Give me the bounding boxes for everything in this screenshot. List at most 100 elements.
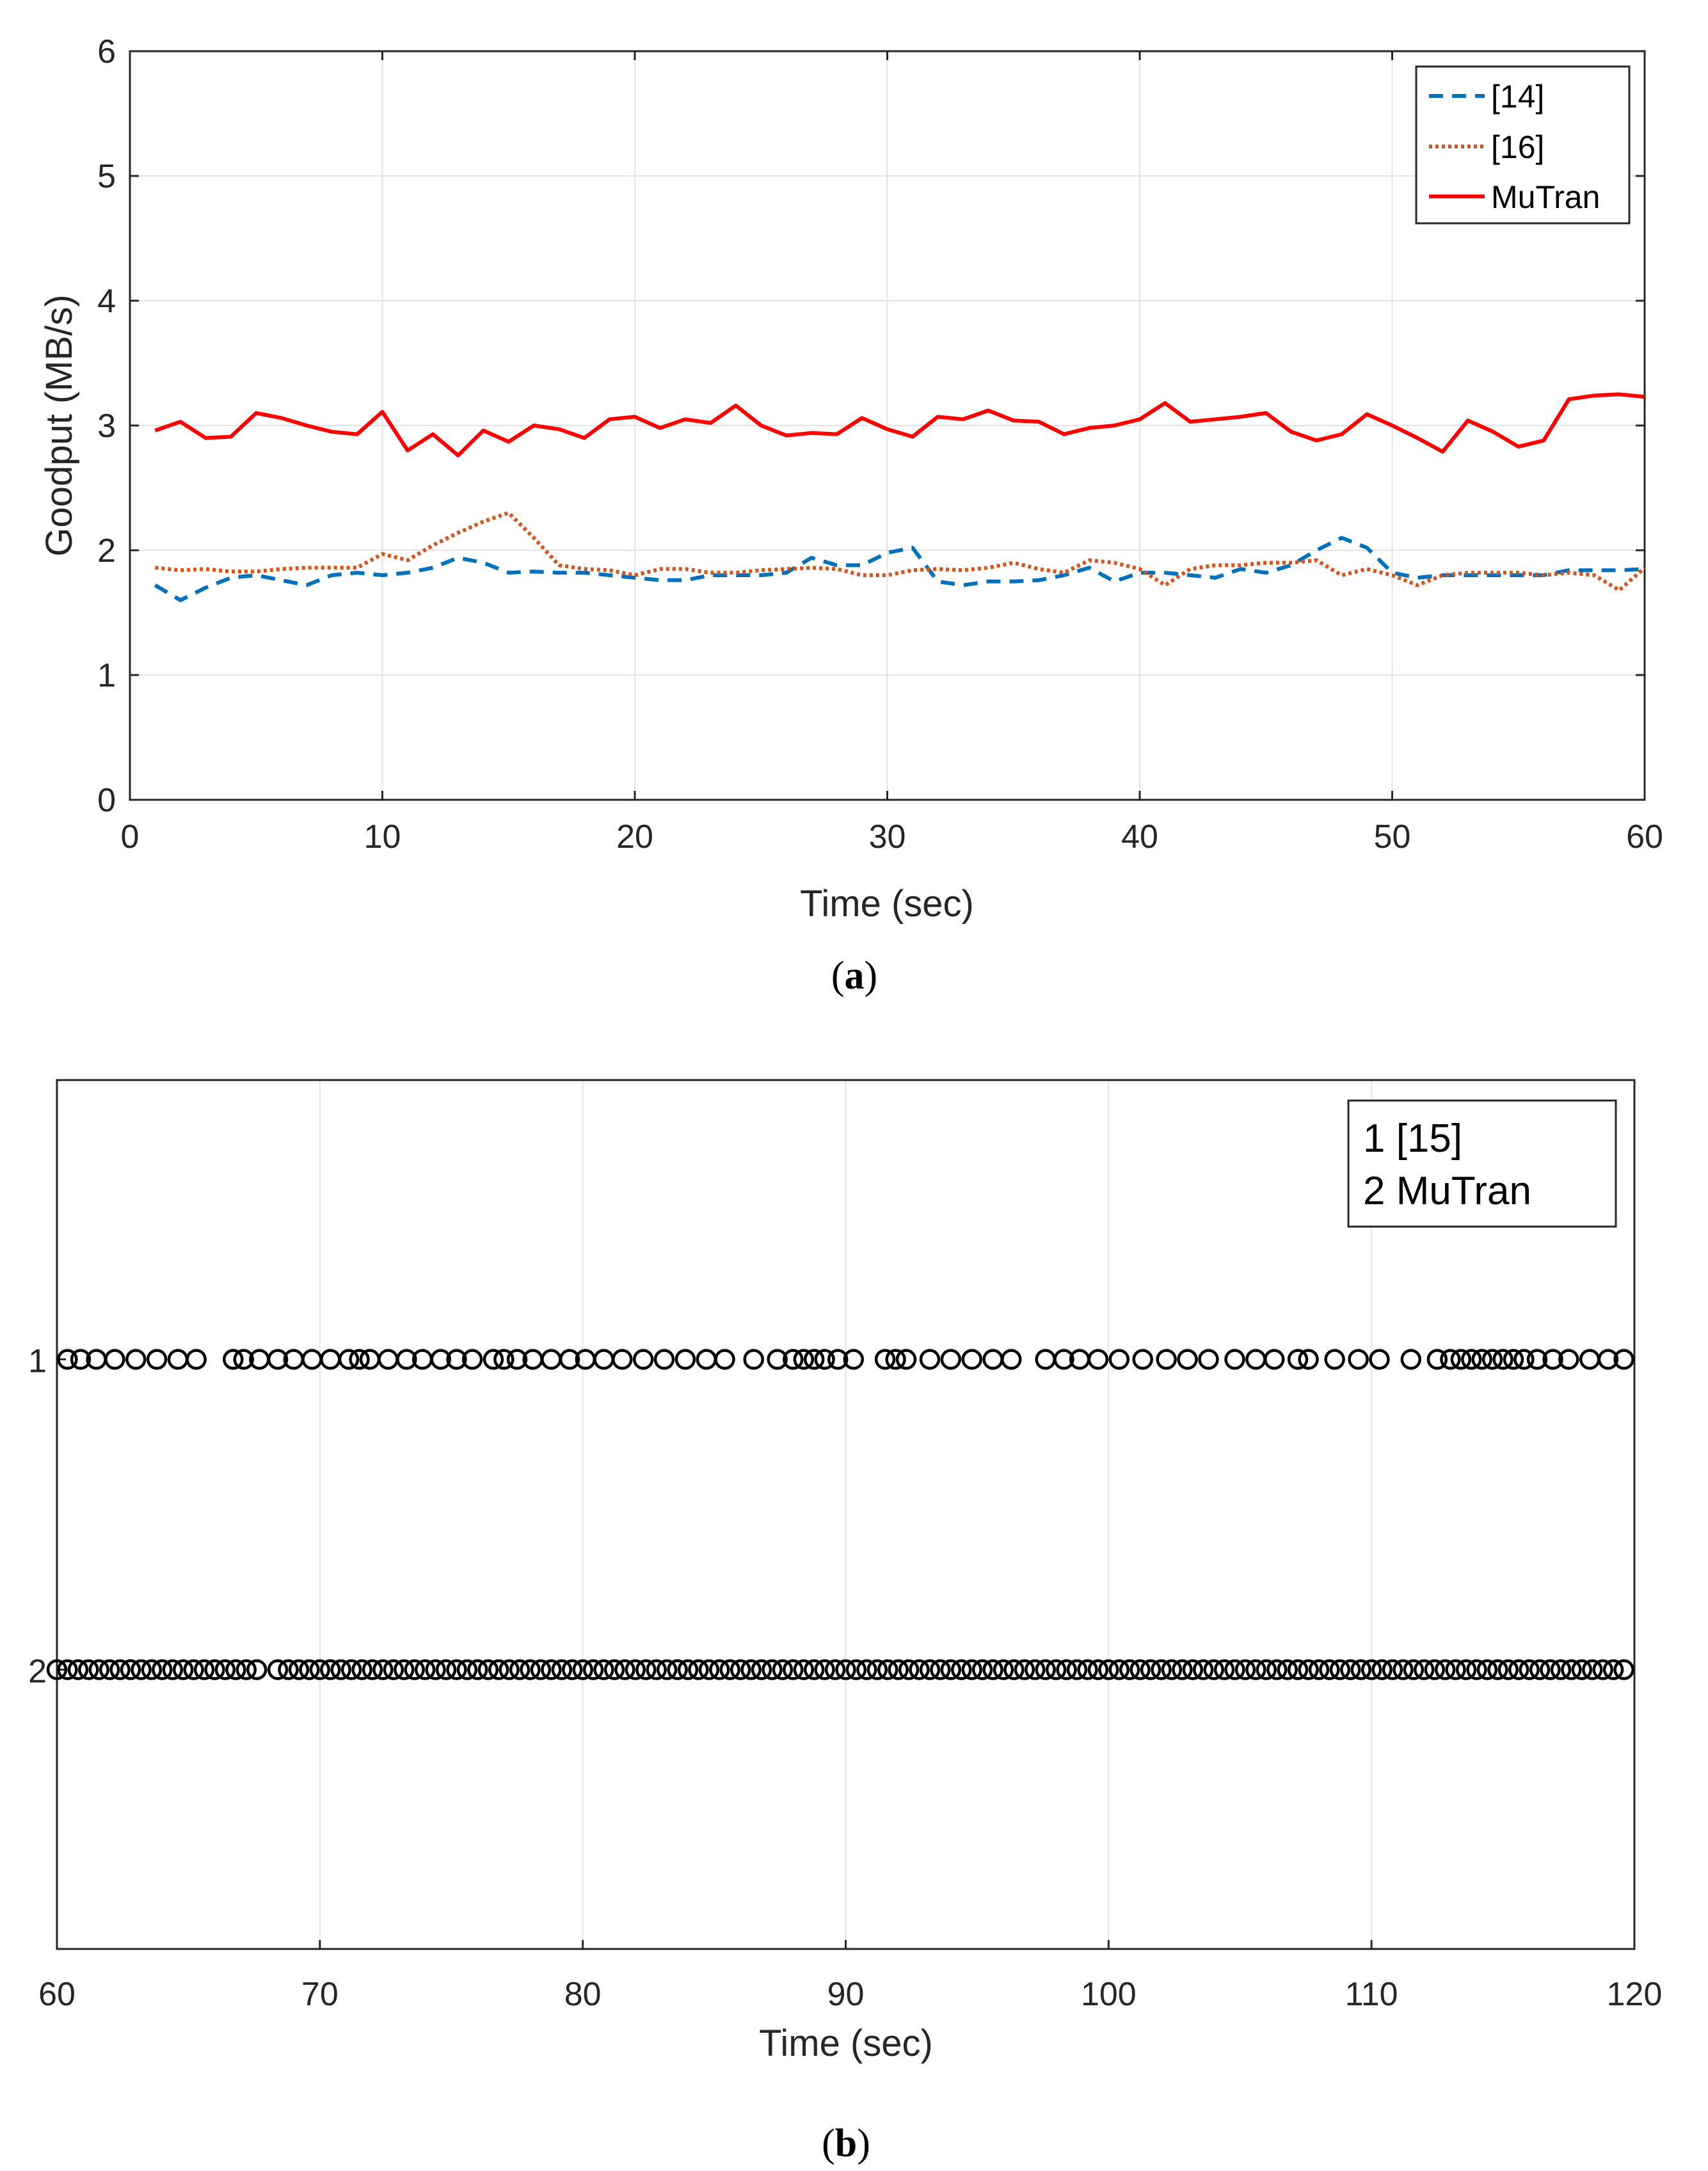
scatter-point-series-2 xyxy=(1361,1659,1382,1680)
scatter-point-series-2 xyxy=(740,1659,762,1680)
chart-b-series xyxy=(46,1349,1634,1680)
scatter-point-series-2 xyxy=(1571,1659,1593,1680)
scatter-point-series-2 xyxy=(351,1659,372,1680)
scatter-point-series-1 xyxy=(1461,1349,1482,1370)
x-tick-label: 30 xyxy=(869,818,906,855)
x-tick-label: 80 xyxy=(564,1976,602,2013)
scatter-point-series-1 xyxy=(446,1349,467,1370)
scatter-point-series-1 xyxy=(559,1349,580,1370)
scatter-point-series-1 xyxy=(1597,1349,1619,1370)
scatter-point-series-2 xyxy=(877,1659,898,1680)
scatter-point-series-2 xyxy=(698,1659,720,1680)
scatter-point-series-2 xyxy=(656,1659,678,1680)
x-tick-label: 0 xyxy=(121,818,140,855)
scatter-point-series-1 xyxy=(674,1349,696,1370)
scatter-point-series-1 xyxy=(70,1349,92,1370)
scatter-point-series-2 xyxy=(803,1659,825,1680)
scatter-point-series-2 xyxy=(909,1659,930,1680)
scatter-point-series-2 xyxy=(162,1659,184,1680)
chart-a-ylabel: Goodput (MB/s) xyxy=(38,294,80,556)
scatter-point-series-1 xyxy=(493,1349,515,1370)
scatter-point-series-2 xyxy=(593,1659,614,1680)
scatter-point-series-1 xyxy=(349,1349,370,1370)
scatter-point-series-1 xyxy=(783,1349,804,1370)
scatter-point-series-2 xyxy=(719,1659,740,1680)
scatter-point-series-2 xyxy=(888,1659,909,1680)
scatter-point-series-1 xyxy=(483,1349,504,1370)
scatter-point-series-2 xyxy=(372,1659,394,1680)
scatter-point-series-2 xyxy=(856,1659,877,1680)
scatter-point-series-2 xyxy=(278,1659,299,1680)
scatter-point-series-2 xyxy=(971,1659,993,1680)
scatter-point-series-2 xyxy=(1140,1659,1161,1680)
x-tick-label: 60 xyxy=(38,1976,76,2013)
scatter-point-series-2 xyxy=(814,1659,835,1680)
scatter-point-series-2 xyxy=(204,1659,225,1680)
scatter-point-series-1 xyxy=(803,1349,825,1370)
scatter-point-series-1 xyxy=(1526,1349,1548,1370)
scatter-point-series-2 xyxy=(340,1659,362,1680)
scatter-point-series-2 xyxy=(582,1659,604,1680)
legend-label-14: [14] xyxy=(1491,79,1544,115)
scatter-point-series-1 xyxy=(267,1349,289,1370)
scatter-point-series-2 xyxy=(614,1659,635,1680)
scatter-point-series-2 xyxy=(1245,1659,1266,1680)
scatter-point-series-1 xyxy=(1503,1349,1524,1370)
y-tick-label: 1 xyxy=(28,1343,47,1380)
chart-b-caption: (b) xyxy=(822,2122,870,2165)
scatter-point-series-2 xyxy=(1529,1659,1551,1680)
x-tick-label: 50 xyxy=(1374,818,1411,855)
chart-a-series xyxy=(154,392,1646,602)
y-tick-label: 3 xyxy=(97,408,116,445)
scatter-point-series-2 xyxy=(1561,1659,1582,1680)
chart-a-x-ticks: 0 10 20 30 40 50 60 xyxy=(121,51,1663,855)
scatter-point-series-2 xyxy=(1519,1659,1540,1680)
scatter-point-series-2 xyxy=(152,1659,173,1680)
legend-label-mutran: MuTran xyxy=(1491,179,1600,215)
scatter-point-series-2 xyxy=(730,1659,751,1680)
scatter-point-series-2 xyxy=(1182,1659,1204,1680)
chart-b-xlabel: Time (sec) xyxy=(759,2023,933,2064)
scatter-point-series-1 xyxy=(1613,1349,1634,1370)
scatter-point-series-1 xyxy=(1324,1349,1345,1370)
scatter-point-series-2 xyxy=(1476,1659,1498,1680)
scatter-point-series-2 xyxy=(246,1659,267,1680)
scatter-point-series-1 xyxy=(1287,1349,1309,1370)
scatter-point-series-2 xyxy=(214,1659,236,1680)
scatter-point-series-2 xyxy=(456,1659,478,1680)
scatter-point-series-2 xyxy=(1161,1659,1183,1680)
scatter-point-series-2 xyxy=(1497,1659,1519,1680)
scatter-point-series-1 xyxy=(940,1349,962,1370)
x-tick-label: 90 xyxy=(827,1976,865,2013)
chart-a: 0 10 20 30 40 50 60 0 1 2 3 4 5 6 Time (sec) Goodput… xyxy=(38,33,1663,998)
scatter-point-series-1 xyxy=(104,1349,125,1370)
scatter-point-series-2 xyxy=(193,1659,215,1680)
scatter-point-series-2 xyxy=(625,1659,646,1680)
scatter-point-series-2 xyxy=(961,1659,982,1680)
y-tick-label: 0 xyxy=(97,782,116,819)
scatter-point-series-1 xyxy=(1558,1349,1579,1370)
scatter-point-series-1 xyxy=(1087,1349,1109,1370)
scatter-point-series-2 xyxy=(1592,1659,1613,1680)
scatter-point-series-2 xyxy=(1582,1659,1603,1680)
scatter-point-series-2 xyxy=(1393,1659,1414,1680)
scatter-point-series-1 xyxy=(125,1349,147,1370)
scatter-point-series-2 xyxy=(1550,1659,1572,1680)
scatter-point-series-1 xyxy=(1348,1349,1369,1370)
scatter-point-series-2 xyxy=(1403,1659,1425,1680)
scatter-point-series-2 xyxy=(109,1659,131,1680)
x-tick-label: 110 xyxy=(1345,1976,1398,2013)
scatter-point-series-1 xyxy=(1492,1349,1513,1370)
scatter-point-series-1 xyxy=(186,1349,207,1370)
scatter-point-series-2 xyxy=(530,1659,552,1680)
scatter-point-series-2 xyxy=(1035,1659,1056,1680)
scatter-point-series-2 xyxy=(1329,1659,1351,1680)
x-tick-label: 20 xyxy=(616,818,653,855)
scatter-point-series-2 xyxy=(1151,1659,1172,1680)
scatter-point-series-2 xyxy=(667,1659,688,1680)
scatter-point-series-2 xyxy=(982,1659,1003,1680)
scatter-point-series-2 xyxy=(499,1659,520,1680)
x-tick-label: 120 xyxy=(1607,1976,1663,2013)
scatter-point-series-2 xyxy=(603,1659,625,1680)
